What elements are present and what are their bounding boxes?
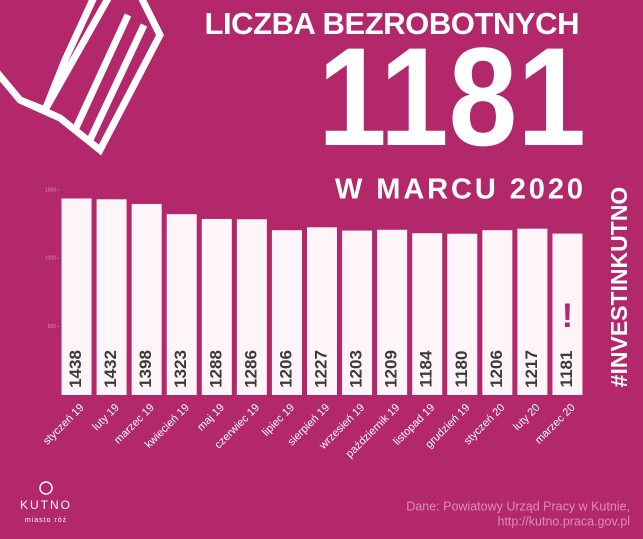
value-label: 1181 [557,351,576,388]
bar [166,214,197,395]
bar [307,227,337,395]
headline: 1181 [318,18,586,175]
value-label: 1286 [241,350,260,388]
value-label: 1203 [347,350,366,388]
bar [236,219,267,395]
value-label: 1180 [452,351,471,388]
value-label: 1288 [206,350,225,388]
bar [412,233,443,395]
bar [201,218,232,395]
bar [552,233,583,395]
source: Dane: Powiatowy Urząd Pracy w Kutnie, [406,499,630,513]
chart-title: LICZBA BEZROBOTNYCH [205,6,580,41]
bar [96,199,127,395]
value-label: 1206 [487,350,506,388]
logo-icon [39,481,53,495]
y-tick-label: 500 [48,324,57,330]
bar [377,229,408,395]
bar [447,233,478,395]
bar [61,198,92,395]
source: http://kutno.praca.gov.pl [498,514,631,528]
subtitle: W MARCU 2020 [335,174,583,206]
bar [131,203,162,395]
value-label: 1323 [171,350,190,388]
hashtag: #INVESTINKUTNO [606,187,632,388]
value-label: 1209 [382,350,401,388]
value-label: 1206 [276,350,295,388]
value-label: 1227 [311,350,330,388]
value-label: 1217 [522,350,541,388]
bar [517,228,548,395]
value-label: 1432 [101,350,120,388]
annotation: ! [562,297,573,335]
y-tick-label: 1500 [45,187,56,193]
logo-tagline: miasto róż [25,517,67,524]
bar [342,230,373,395]
bar [482,230,513,395]
y-tick-label: 1000 [45,256,56,262]
logo-name: KUTNO [20,498,72,512]
bar [271,230,302,395]
value-label: 1438 [66,350,85,388]
logo: KUTNO miasto róż [20,481,72,524]
pennant-decoration [0,0,164,156]
value-label: 1184 [417,350,436,387]
value-label: 1398 [136,350,155,388]
